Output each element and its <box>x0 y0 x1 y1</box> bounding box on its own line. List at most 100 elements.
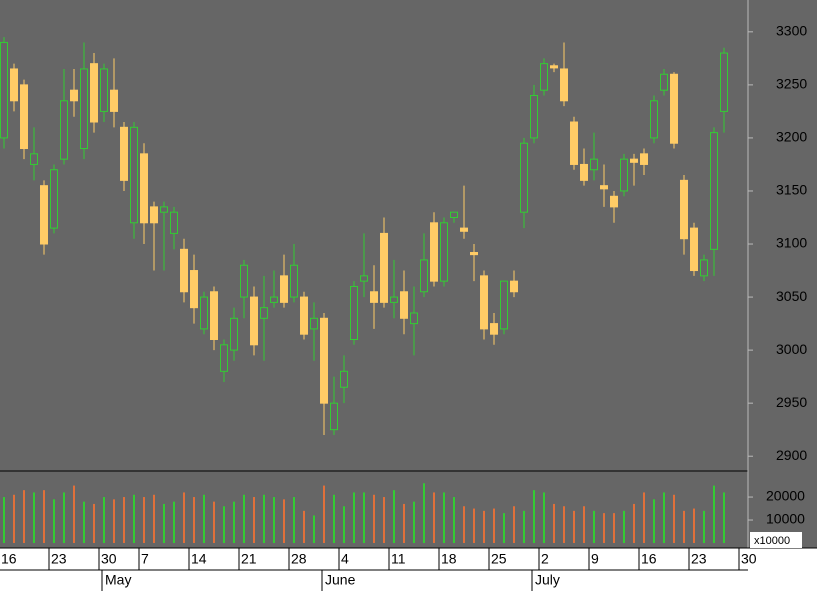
candle-body <box>700 259 708 277</box>
candle-body <box>190 270 198 309</box>
candle-body <box>280 275 288 303</box>
month-label: July <box>535 572 560 588</box>
candle-body <box>310 317 318 330</box>
candle-body <box>40 185 48 245</box>
candle-body <box>330 402 338 431</box>
candle-body <box>0 41 8 139</box>
candle-body <box>380 232 388 303</box>
x-tick-label: 2 <box>541 551 549 567</box>
candle-body <box>390 296 398 303</box>
candle-body <box>640 153 648 165</box>
candle-body <box>250 296 258 346</box>
candle-body <box>350 285 358 341</box>
candle-body <box>150 206 158 224</box>
candle-body <box>60 100 68 160</box>
plot-background <box>0 0 817 548</box>
x-tick-label: 14 <box>191 551 207 567</box>
candle-body <box>260 307 268 319</box>
candle-body <box>670 73 678 144</box>
candle-body <box>70 89 78 102</box>
y-tick-label: 3250 <box>776 76 807 92</box>
month-label: May <box>105 572 131 588</box>
x-tick-label: 30 <box>741 551 757 567</box>
y-tick-label: 3150 <box>776 182 807 198</box>
y-tick-label: 2900 <box>776 447 807 463</box>
candle-body <box>520 142 528 213</box>
candle-body <box>440 222 448 282</box>
x-tick-label: 23 <box>691 551 707 567</box>
candle-body <box>90 63 98 123</box>
candle-body <box>610 195 618 208</box>
candle-body <box>100 68 108 112</box>
x-tick-label: 30 <box>101 551 117 567</box>
candle-body <box>710 132 718 250</box>
candle-body <box>530 94 538 139</box>
candle-body <box>510 280 518 293</box>
volume-tick-label: 20000 <box>766 488 805 504</box>
candle-body <box>690 227 698 272</box>
unit-box <box>750 532 802 548</box>
x-tick-label: 7 <box>141 551 149 567</box>
candle-body <box>430 222 438 282</box>
candle-body <box>50 169 58 229</box>
candle-body <box>80 68 88 150</box>
candle-body <box>340 370 348 388</box>
candle-body <box>140 153 148 224</box>
candle-body <box>590 158 598 171</box>
candle-body <box>540 63 548 91</box>
candle-body <box>460 227 468 232</box>
candle-body <box>550 65 558 69</box>
x-tick-label: 18 <box>441 551 457 567</box>
candle-body <box>130 126 138 224</box>
candle-body <box>500 280 508 330</box>
candle-body <box>650 100 658 139</box>
y-tick-label: 3300 <box>776 23 807 39</box>
candle-body <box>720 52 728 112</box>
candle-body <box>490 323 498 335</box>
candle-body <box>110 89 118 112</box>
candle-body <box>170 211 178 234</box>
x-tick-label: 25 <box>491 551 507 567</box>
candle-body <box>120 126 128 181</box>
candle-body <box>30 153 38 165</box>
candle-body <box>210 291 218 341</box>
candle-body <box>360 275 368 282</box>
candle-body <box>620 158 628 192</box>
candle-body <box>370 291 378 303</box>
x-tick-label: 16 <box>641 551 657 567</box>
candle-body <box>290 264 298 298</box>
x-tick-label: 23 <box>51 551 67 567</box>
candle-body <box>570 121 578 165</box>
candle-body <box>300 296 308 335</box>
candle-body <box>200 296 208 330</box>
y-tick-label: 3050 <box>776 288 807 304</box>
candle-body <box>230 317 238 351</box>
candle-body <box>420 259 428 293</box>
x-tick-label: 11 <box>391 551 406 567</box>
x-tick-label: 21 <box>241 551 257 567</box>
y-tick-label: 3000 <box>776 341 807 357</box>
y-tick-label: 3200 <box>776 129 807 145</box>
candle-body <box>410 312 418 325</box>
month-label: June <box>325 572 356 588</box>
candle-body <box>680 179 688 240</box>
y-tick-label: 2950 <box>776 394 807 410</box>
candle-body <box>450 211 458 218</box>
candle-body <box>240 264 248 298</box>
y-tick-label: 3100 <box>776 235 807 251</box>
candle-body <box>160 206 168 213</box>
x-tick-label: 28 <box>291 551 307 567</box>
candle-body <box>270 296 278 303</box>
candle-body <box>20 84 28 150</box>
candle-body <box>400 291 408 319</box>
candle-body <box>480 275 488 330</box>
candle-body <box>630 158 638 163</box>
x-tick-label: 16 <box>1 551 17 567</box>
candle-body <box>470 252 478 256</box>
candle-body <box>180 248 188 293</box>
volume-tick-label: 10000 <box>766 511 805 527</box>
volume-unit: x10000 <box>754 535 790 547</box>
candle-body <box>560 68 568 102</box>
candle-body <box>660 73 668 91</box>
